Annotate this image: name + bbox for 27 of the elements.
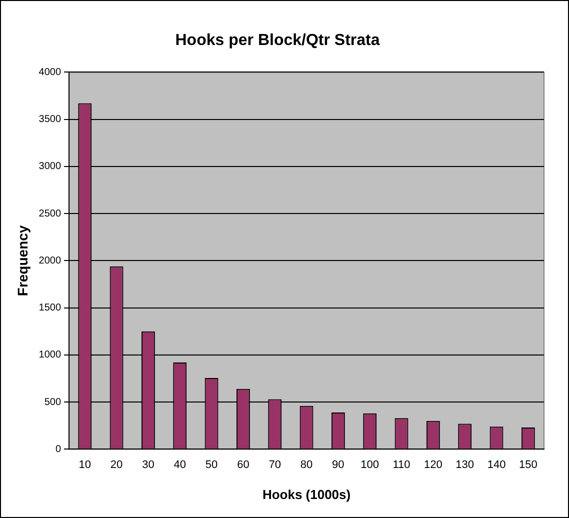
x-tick-label: 130 (456, 458, 474, 471)
y-tick-label: 4000 (38, 66, 62, 78)
x-tick-label: 100 (360, 458, 380, 471)
y-tick-label: 500 (44, 396, 62, 408)
y-axis-title: Frequency (14, 225, 30, 296)
x-tick-label: 40 (174, 458, 186, 471)
y-tick-label: 3000 (38, 161, 62, 172)
x-tick-label: 20 (110, 458, 123, 471)
x-tick-label: 120 (424, 458, 442, 471)
x-tick-label: 60 (237, 458, 250, 471)
y-tick-label: 1000 (38, 350, 62, 361)
x-tick-label: 50 (205, 458, 218, 471)
y-tick-label: 3500 (38, 114, 62, 126)
x-tick-label: 70 (268, 458, 281, 471)
x-axis-title: Hooks (1000s) (262, 486, 351, 502)
x-tick-label: 10 (78, 458, 92, 471)
x-tick-label: 90 (332, 458, 344, 471)
y-tick-label: 1500 (38, 302, 62, 314)
y-tick-label: 2000 (38, 255, 62, 266)
x-tick-label: 110 (392, 458, 410, 471)
x-tick-label: 30 (142, 458, 154, 471)
x-tick-label: 140 (487, 458, 506, 471)
x-tick-label: 150 (518, 458, 538, 471)
y-tick-label: 0 (55, 444, 62, 455)
x-tick-label: 80 (300, 458, 313, 471)
chart-title: Hooks per Block/Qtr Strata (175, 32, 380, 50)
y-tick-label: 2500 (38, 208, 62, 220)
